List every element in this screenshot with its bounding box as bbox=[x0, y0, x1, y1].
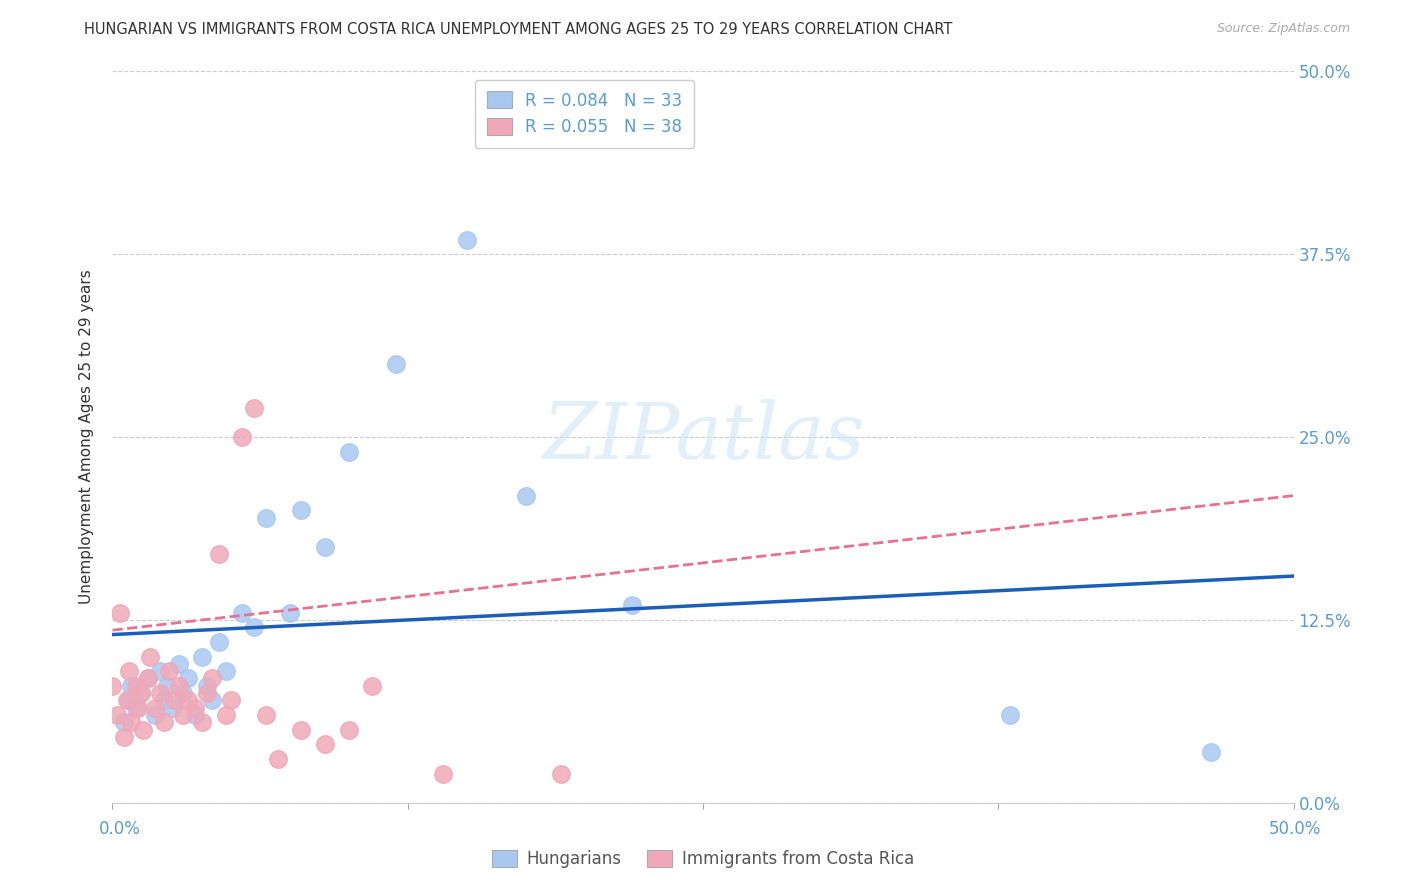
Point bbox=[361, 679, 384, 693]
Point bbox=[290, 503, 312, 517]
Point bbox=[172, 686, 194, 700]
Point bbox=[167, 657, 190, 671]
Point bbox=[314, 540, 336, 554]
Point bbox=[243, 401, 266, 415]
Text: HUNGARIAN VS IMMIGRANTS FROM COSTA RICA UNEMPLOYMENT AMONG AGES 25 TO 29 YEARS C: HUNGARIAN VS IMMIGRANTS FROM COSTA RICA … bbox=[84, 22, 953, 37]
Point bbox=[231, 606, 253, 620]
Point bbox=[201, 672, 224, 686]
Point bbox=[157, 664, 180, 678]
Point bbox=[108, 606, 131, 620]
Point bbox=[432, 766, 454, 780]
Point bbox=[515, 489, 537, 503]
Point bbox=[149, 686, 172, 700]
Point bbox=[156, 679, 179, 693]
Point bbox=[550, 766, 572, 780]
Point bbox=[139, 649, 162, 664]
Point bbox=[254, 510, 277, 524]
Legend: Hungarians, Immigrants from Costa Rica: Hungarians, Immigrants from Costa Rica bbox=[485, 843, 921, 875]
Point bbox=[278, 606, 301, 620]
Point bbox=[208, 547, 231, 561]
Point bbox=[208, 635, 231, 649]
Point bbox=[163, 693, 186, 707]
Point bbox=[132, 723, 155, 737]
Point bbox=[129, 686, 152, 700]
Point bbox=[127, 700, 149, 714]
Point bbox=[177, 693, 200, 707]
Point bbox=[101, 679, 124, 693]
Point bbox=[149, 664, 172, 678]
Text: ZIPatlas: ZIPatlas bbox=[541, 399, 865, 475]
Point bbox=[998, 708, 1021, 723]
Point bbox=[267, 752, 290, 766]
Point bbox=[195, 679, 218, 693]
Point bbox=[191, 715, 214, 730]
Text: Source: ZipAtlas.com: Source: ZipAtlas.com bbox=[1216, 22, 1350, 36]
Point bbox=[243, 620, 266, 634]
Point bbox=[118, 693, 141, 707]
Point bbox=[385, 357, 408, 371]
Point bbox=[177, 672, 200, 686]
Point bbox=[143, 708, 166, 723]
Point bbox=[167, 679, 190, 693]
Point bbox=[160, 700, 183, 714]
Point bbox=[125, 700, 148, 714]
Point bbox=[118, 664, 141, 678]
Point bbox=[195, 686, 218, 700]
Point bbox=[215, 708, 238, 723]
Point bbox=[105, 708, 128, 723]
Point bbox=[184, 700, 207, 714]
Point bbox=[153, 715, 176, 730]
Point bbox=[456, 233, 478, 247]
Y-axis label: Unemployment Among Ages 25 to 29 years: Unemployment Among Ages 25 to 29 years bbox=[79, 269, 94, 605]
Point bbox=[120, 679, 142, 693]
Point bbox=[115, 693, 138, 707]
Point bbox=[254, 708, 277, 723]
Point bbox=[143, 700, 166, 714]
Point bbox=[136, 672, 159, 686]
Point bbox=[337, 444, 360, 458]
Point bbox=[184, 708, 207, 723]
Point bbox=[112, 730, 135, 744]
Point bbox=[201, 693, 224, 707]
Point bbox=[215, 664, 238, 678]
Point bbox=[290, 723, 312, 737]
Point bbox=[136, 672, 159, 686]
Point bbox=[231, 430, 253, 444]
Legend: R = 0.084   N = 33, R = 0.055   N = 38: R = 0.084 N = 33, R = 0.055 N = 38 bbox=[475, 79, 695, 148]
Text: 50.0%: 50.0% bbox=[1268, 820, 1322, 838]
Text: 0.0%: 0.0% bbox=[98, 820, 141, 838]
Point bbox=[337, 723, 360, 737]
Point bbox=[129, 686, 152, 700]
Point bbox=[172, 708, 194, 723]
Point bbox=[621, 599, 644, 613]
Point bbox=[153, 693, 176, 707]
Point bbox=[191, 649, 214, 664]
Point bbox=[112, 715, 135, 730]
Point bbox=[1199, 745, 1222, 759]
Point bbox=[125, 679, 148, 693]
Point bbox=[219, 693, 242, 707]
Point bbox=[314, 737, 336, 751]
Point bbox=[120, 715, 142, 730]
